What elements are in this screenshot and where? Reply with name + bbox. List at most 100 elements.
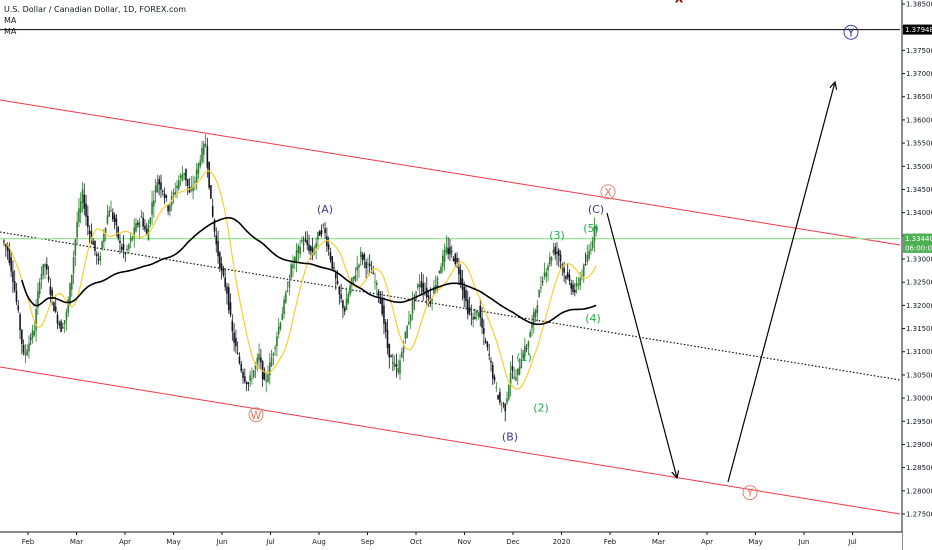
candle-body	[267, 374, 269, 382]
candle-body	[506, 398, 508, 404]
wave-label: (5)	[583, 222, 599, 235]
candle-body	[488, 354, 490, 356]
candle-body	[302, 243, 305, 245]
price-tick-label: 1.28000	[906, 487, 932, 495]
candle-body	[149, 217, 152, 224]
candle-body	[563, 268, 565, 273]
candle-body	[219, 252, 221, 269]
candle-body	[21, 329, 23, 344]
wave-label: W	[251, 409, 262, 422]
candle-body	[108, 210, 111, 217]
candle-body	[6, 245, 9, 251]
candle-body	[470, 313, 473, 315]
candle-body	[99, 255, 102, 261]
candle-body	[110, 210, 112, 212]
candle-body	[192, 185, 194, 192]
candle-body	[566, 272, 569, 278]
candle-body	[10, 257, 12, 272]
candle-body	[297, 245, 300, 253]
candle-body	[222, 268, 225, 276]
candle-body	[58, 323, 61, 326]
candle-body	[402, 346, 405, 353]
price-tick-label: 1.37000	[906, 70, 932, 78]
price-tick-label: 1.31000	[906, 348, 932, 356]
candle-body	[126, 248, 128, 251]
candle-body	[370, 272, 373, 274]
candle-body	[500, 405, 503, 406]
candle-body	[315, 242, 317, 249]
candle-body	[201, 147, 203, 162]
candle-body	[244, 376, 246, 382]
candle-body	[349, 285, 351, 295]
time-tick-label: May	[748, 538, 762, 546]
candle-body	[436, 277, 439, 287]
candle-body	[195, 169, 198, 184]
candle-body	[46, 264, 48, 270]
wave-label: (4)	[585, 312, 601, 325]
indicator-ma-2[interactable]: MA	[4, 27, 17, 36]
candle-body	[29, 338, 32, 340]
price-tick-label: 1.33000	[906, 256, 932, 264]
candle-body	[466, 299, 469, 315]
candle-body	[377, 290, 380, 298]
candle-body	[179, 175, 182, 178]
candle-body	[575, 282, 578, 287]
candle-body	[518, 367, 521, 375]
candle-body	[154, 185, 157, 193]
wave-label: Y	[746, 487, 754, 500]
candle-body	[285, 292, 287, 303]
candle-body	[534, 309, 537, 317]
candle-body	[320, 230, 323, 235]
candle-body	[438, 271, 441, 273]
symbol-title: U.S. Dollar / Canadian Dollar, 1D, FOREX…	[4, 5, 187, 14]
projection-arrows	[606, 82, 835, 483]
candle-body	[256, 357, 259, 364]
candle-body	[516, 368, 519, 376]
candle-body	[509, 372, 512, 386]
candle-body	[586, 254, 589, 262]
candle-body	[374, 281, 376, 283]
channel-lower-line	[0, 366, 901, 515]
candle-body	[399, 360, 401, 374]
candle-body	[493, 376, 496, 381]
candle-body	[568, 274, 571, 281]
candle-body	[208, 161, 210, 188]
candle-body	[279, 322, 282, 329]
candle-body	[417, 284, 419, 288]
candle-body	[101, 241, 103, 250]
time-axis[interactable]: Feb Mar Apr May Jun Jul Aug Sep Oct Nov Dec 2020 Feb…	[0, 531, 902, 550]
candle-body	[160, 182, 162, 190]
candle-body	[158, 178, 160, 185]
candle-body	[124, 253, 127, 255]
candle-body	[365, 261, 367, 269]
candle-body	[178, 180, 180, 189]
price-tick-label: 1.28500	[906, 464, 932, 472]
candle-body	[247, 382, 250, 385]
candle-body	[133, 227, 136, 237]
candle-body	[142, 217, 144, 227]
candle-body	[481, 317, 483, 328]
candle-body	[324, 228, 326, 234]
candle-body	[47, 276, 50, 280]
indicator-ma-1[interactable]: MA	[4, 16, 17, 25]
candle-body	[8, 248, 11, 263]
wave-label: (1)	[516, 351, 532, 364]
wave-circle	[742, 485, 758, 501]
price-tick-label: 1.35000	[906, 163, 932, 171]
candle-body	[76, 221, 78, 238]
price-tick-label: 1.36500	[906, 93, 932, 101]
price-axis[interactable]: 1.385001.380001.375001.370001.365001.360…	[901, 0, 932, 550]
time-tick-label: Feb	[604, 538, 617, 546]
price-badge	[903, 24, 932, 35]
candle-body	[331, 256, 334, 269]
candle-body	[56, 314, 59, 324]
candle-body	[120, 247, 123, 250]
candle-body	[12, 271, 14, 282]
candle-body	[334, 273, 337, 279]
candle-body	[445, 246, 448, 253]
candle-body	[486, 342, 489, 348]
time-axis-bg	[0, 532, 902, 550]
price-tick-label: 1.29000	[906, 441, 932, 449]
